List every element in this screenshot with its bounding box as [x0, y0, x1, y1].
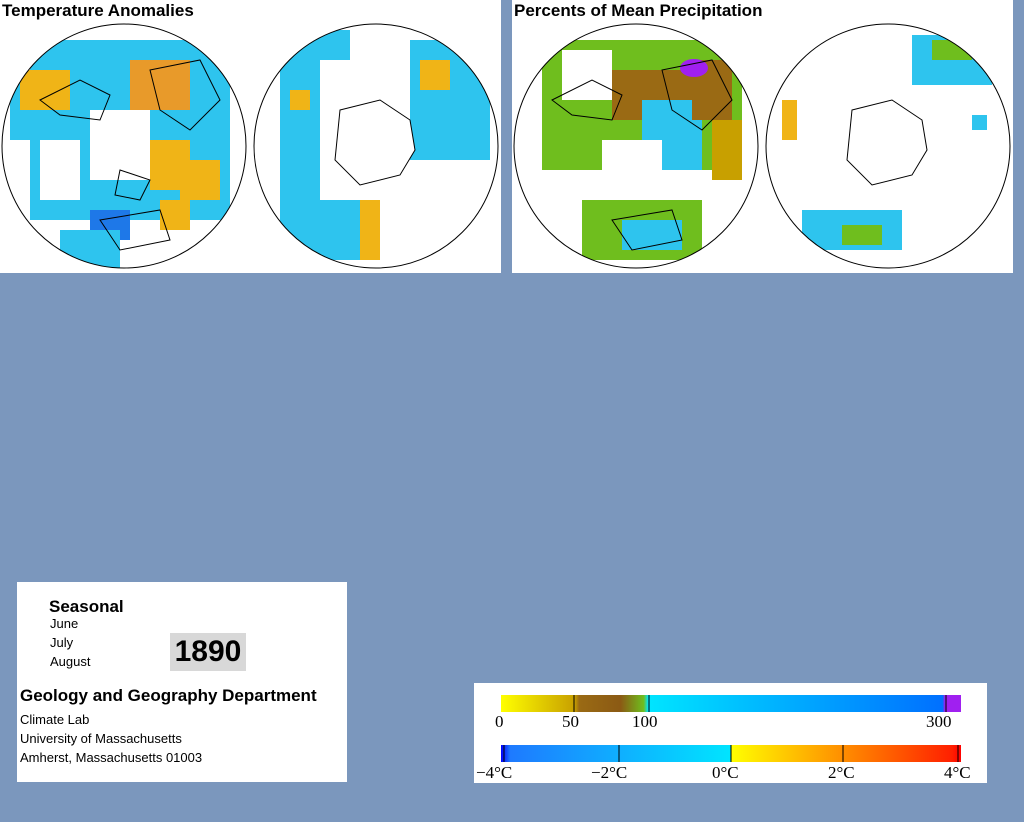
temp-label-minus4: −4°C: [476, 763, 512, 782]
precipitation-ticks: [573, 695, 947, 712]
precip-label-0: 0: [495, 712, 504, 731]
month-august: August: [50, 654, 91, 669]
season-label: Seasonal: [49, 597, 124, 616]
precipitation-panel-title: Percents of Mean Precipitation: [512, 0, 765, 22]
precipitation-northern-hemisphere-map: [513, 23, 759, 269]
precipitation-southern-hemisphere-map: [765, 23, 1011, 269]
precipitation-panel: Percents of Mean Precipitation: [512, 0, 1013, 273]
precip-label-300: 300: [926, 712, 952, 731]
precip-label-50: 50: [562, 712, 579, 731]
temp-label-0: 0°C: [712, 763, 739, 782]
month-july: July: [50, 635, 74, 650]
department-name: Geology and Geography Department: [20, 686, 317, 705]
info-box: Seasonal June July August 1890 Geology a…: [17, 582, 347, 782]
temperature-anomalies-panel: Temperature Anomalies: [0, 0, 501, 273]
temperature-panel-title: Temperature Anomalies: [0, 0, 196, 22]
address-line-2: University of Massachusetts: [20, 731, 182, 746]
month-june: June: [50, 616, 79, 631]
address-line-3: Amherst, Massachusetts 01003: [20, 750, 203, 765]
legend-scales: 0 50 100 300 −4°C −2°C 0°C 2°C 4°C: [476, 695, 971, 782]
temperature-northern-hemisphere-map: [1, 23, 247, 269]
color-legend: 0 50 100 300 −4°C −2°C 0°C 2°C 4°C: [474, 683, 987, 783]
precipitation-color-bar: [501, 695, 961, 712]
temp-label-minus2: −2°C: [591, 763, 627, 782]
precip-label-100: 100: [632, 712, 658, 731]
temp-label-2: 2°C: [828, 763, 855, 782]
temperature-ticks: [503, 745, 959, 762]
year-display: 1890: [170, 633, 246, 671]
temp-label-4: 4°C: [944, 763, 971, 782]
address-line-1: Climate Lab: [20, 712, 90, 727]
temperature-southern-hemisphere-map: [253, 23, 499, 269]
